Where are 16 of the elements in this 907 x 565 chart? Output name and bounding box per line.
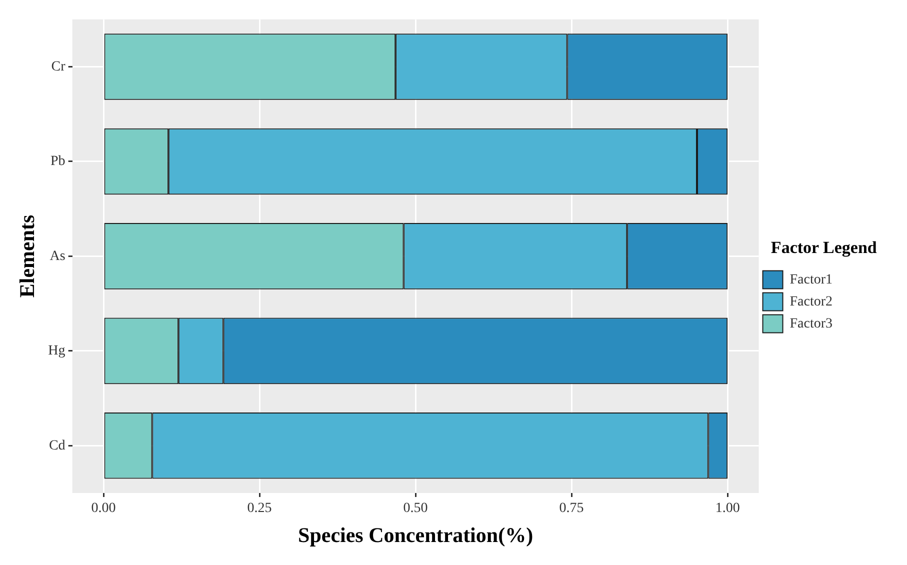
x-axis-title: Species Concentration(%) bbox=[298, 522, 534, 547]
legend-title: Factor Legend bbox=[770, 238, 878, 258]
y-tick-label: Pb bbox=[50, 154, 66, 170]
x-tick-label: 0.75 bbox=[559, 501, 584, 516]
y-tick-label: As bbox=[50, 248, 66, 264]
x-tick-label: 0.00 bbox=[91, 501, 116, 516]
y-tick-label: Cr bbox=[51, 59, 66, 74]
y-axis-title: Elements bbox=[15, 214, 40, 298]
x-tick-label: 0.25 bbox=[247, 501, 272, 516]
legend-label: Factor3 bbox=[790, 316, 833, 332]
legend-label: Factor1 bbox=[790, 272, 833, 288]
legend-label: Factor2 bbox=[790, 294, 833, 310]
x-tick-label: 0.50 bbox=[403, 501, 428, 516]
y-tick-label: Cd bbox=[48, 438, 66, 454]
y-tick-label: Hg bbox=[48, 344, 66, 359]
x-tick-label: 1.00 bbox=[715, 501, 740, 516]
